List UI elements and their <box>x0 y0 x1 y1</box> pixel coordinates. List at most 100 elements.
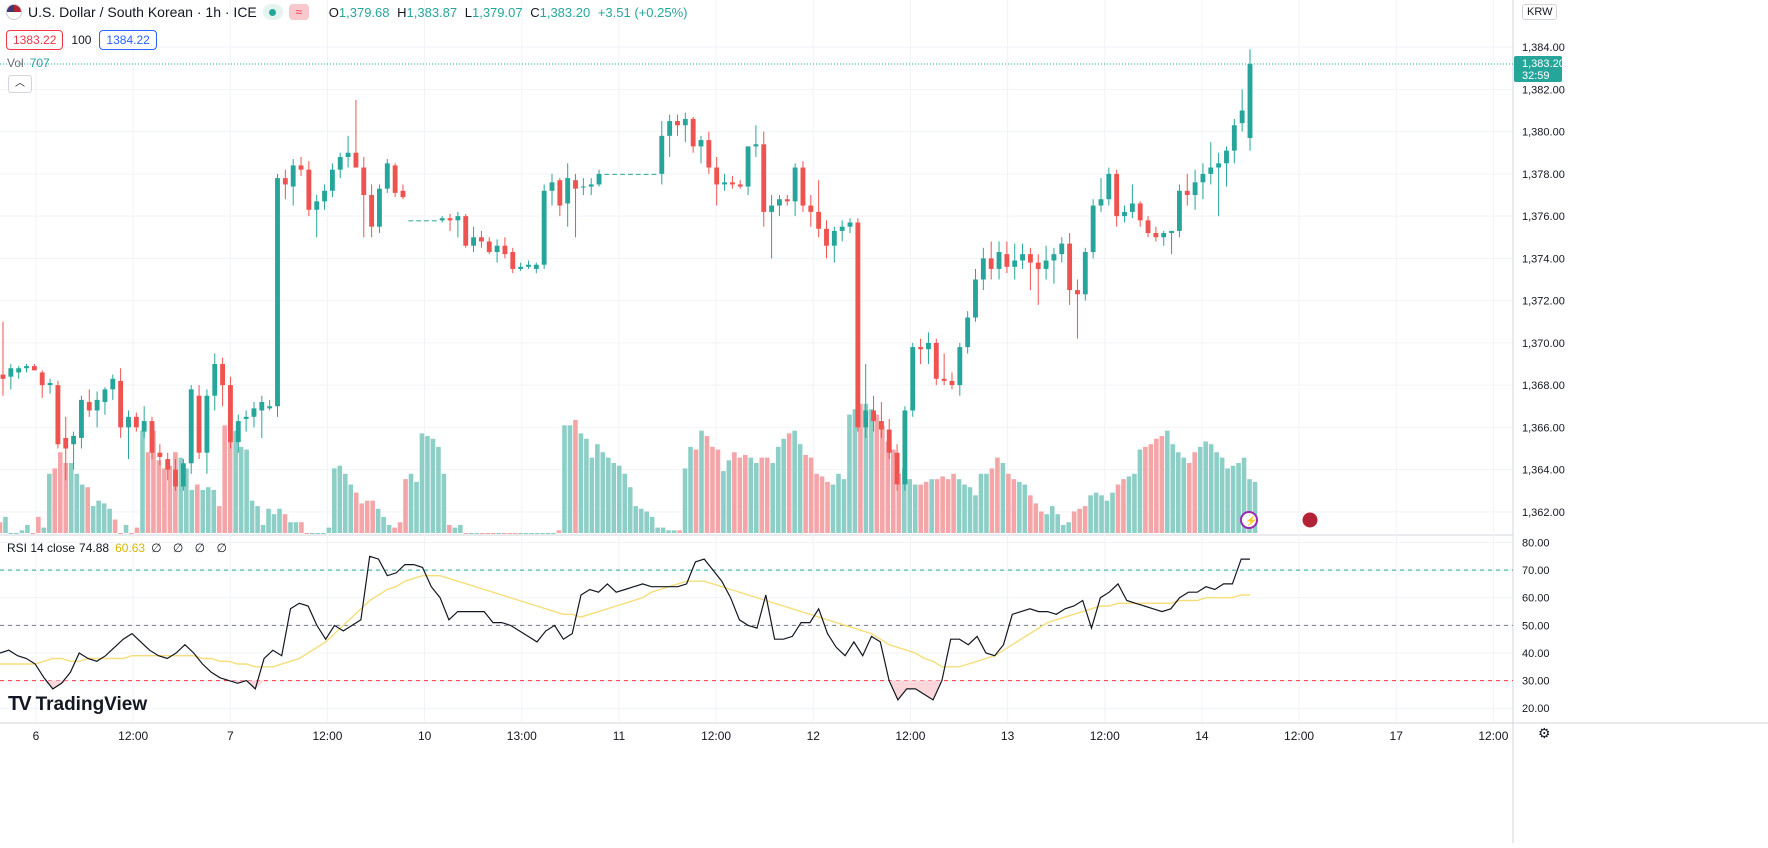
volume-bar <box>271 514 277 533</box>
settings-icon[interactable]: ⚙ <box>1538 725 1551 741</box>
candle-body <box>78 399 84 438</box>
volume-bar <box>1033 503 1039 533</box>
rsi-tick-label: 20.00 <box>1522 703 1550 715</box>
price-tick-label: 1,366.00 <box>1522 422 1565 434</box>
candle-body <box>259 402 265 411</box>
volume-bar <box>934 479 940 533</box>
price-tick-label: 1,384.00 <box>1522 42 1565 54</box>
candle-body <box>973 279 978 318</box>
change-value: +3.51 (+0.25%) <box>597 4 688 20</box>
volume-bar <box>277 508 282 533</box>
rsi-line <box>0 555 1250 702</box>
buy-price-button[interactable]: 1384.22 <box>99 30 157 50</box>
volume-bar <box>74 473 80 533</box>
candle-body <box>1247 64 1253 138</box>
time-tick-label: 6 <box>33 729 40 743</box>
volume-bar <box>1049 506 1055 533</box>
volume-bar <box>14 533 19 534</box>
volume-bar <box>173 452 178 533</box>
tradingview-mark-icon: TV <box>8 693 32 715</box>
volume-bar <box>1148 444 1154 533</box>
candle-body <box>141 421 147 432</box>
candle-body <box>769 205 775 212</box>
volume-bar <box>129 533 134 534</box>
wave-icon[interactable]: ≈ <box>288 4 309 20</box>
candle-body <box>345 152 351 157</box>
volume-bar <box>479 533 485 534</box>
volume-bar <box>978 473 984 533</box>
rsi-legend: RSI 14 close 74.88 60.63 ∅ ∅ ∅ ∅ <box>7 541 231 555</box>
volume-bar <box>622 473 628 533</box>
candle-body <box>1216 163 1222 168</box>
volume-bar <box>600 452 606 533</box>
rsi-tick-label: 60.00 <box>1522 593 1550 605</box>
candle-body <box>1043 260 1049 269</box>
candle-body <box>400 190 406 198</box>
price-axis: 1,384.00 1,382.00 1,380.00 1,378.00 1,376.00… <box>1514 42 1565 715</box>
candle-body <box>353 152 359 168</box>
volume-bar <box>238 446 244 533</box>
volume-bar <box>863 403 869 533</box>
volume-bar <box>606 457 611 533</box>
volume-bar <box>1165 430 1170 533</box>
volume-bar <box>847 414 852 533</box>
volume-bar <box>375 508 381 533</box>
volume-bar <box>419 433 425 533</box>
candle-body <box>228 385 233 443</box>
currency-selector[interactable]: KRW <box>1522 4 1558 20</box>
candle-body <box>447 218 453 221</box>
candle-body <box>1027 254 1033 263</box>
candle-body <box>1161 233 1167 238</box>
candle-body <box>16 368 22 373</box>
volume-bar <box>414 481 419 533</box>
sell-price-button[interactable]: 1383.22 <box>6 30 64 50</box>
volume-bar <box>918 484 924 533</box>
volume-bar <box>1082 506 1088 533</box>
volume-bar <box>1077 508 1082 533</box>
volume-bar <box>1071 511 1077 533</box>
volume-bar <box>660 527 666 533</box>
candle-body <box>1059 243 1065 255</box>
volume-bar <box>469 533 474 534</box>
collapse-icon[interactable]: ︿ <box>8 75 32 93</box>
volume-bar <box>1028 495 1033 533</box>
candle-body <box>298 165 304 170</box>
candle-body <box>133 416 139 428</box>
volume-bar <box>545 533 551 534</box>
volume-bar <box>408 473 414 533</box>
candle-body <box>384 163 390 189</box>
candle-body <box>235 421 241 443</box>
volume-bar <box>775 446 781 533</box>
candle-body <box>251 408 257 417</box>
volume-bar <box>1192 452 1198 533</box>
symbol-title[interactable]: U.S. Dollar / South Korean · 1h · ICE <box>28 4 257 20</box>
volume-bar <box>1017 481 1022 533</box>
volume-bar <box>1132 473 1137 533</box>
candle-body <box>980 258 986 280</box>
candle-body <box>24 366 29 369</box>
candle-body <box>1090 205 1096 253</box>
volume-bar <box>1241 457 1247 533</box>
volume-bar <box>770 463 776 533</box>
candle-body <box>933 342 939 379</box>
rsi-tick-label: 40.00 <box>1522 648 1550 660</box>
tradingview-logo[interactable]: TV TradingView <box>8 693 147 716</box>
volume-bar <box>227 414 233 533</box>
candle-body <box>1082 252 1088 295</box>
candle-body <box>1075 290 1080 295</box>
volume-bar <box>1252 481 1258 533</box>
volume-bar <box>337 465 343 533</box>
volume-bar <box>321 533 326 534</box>
volume-bar <box>8 533 14 534</box>
candle-body <box>706 140 712 168</box>
low-value: 1,379.07 <box>471 4 523 20</box>
candle-body <box>478 237 484 242</box>
candle-body <box>1145 220 1151 234</box>
volume-bar <box>814 473 819 533</box>
volume-bar <box>430 438 436 533</box>
rsi-pane: ⚡ <box>0 511 1513 702</box>
candle-body <box>1098 199 1104 206</box>
volume-bar <box>967 487 973 533</box>
countdown-label: 32:59 <box>1522 70 1550 82</box>
